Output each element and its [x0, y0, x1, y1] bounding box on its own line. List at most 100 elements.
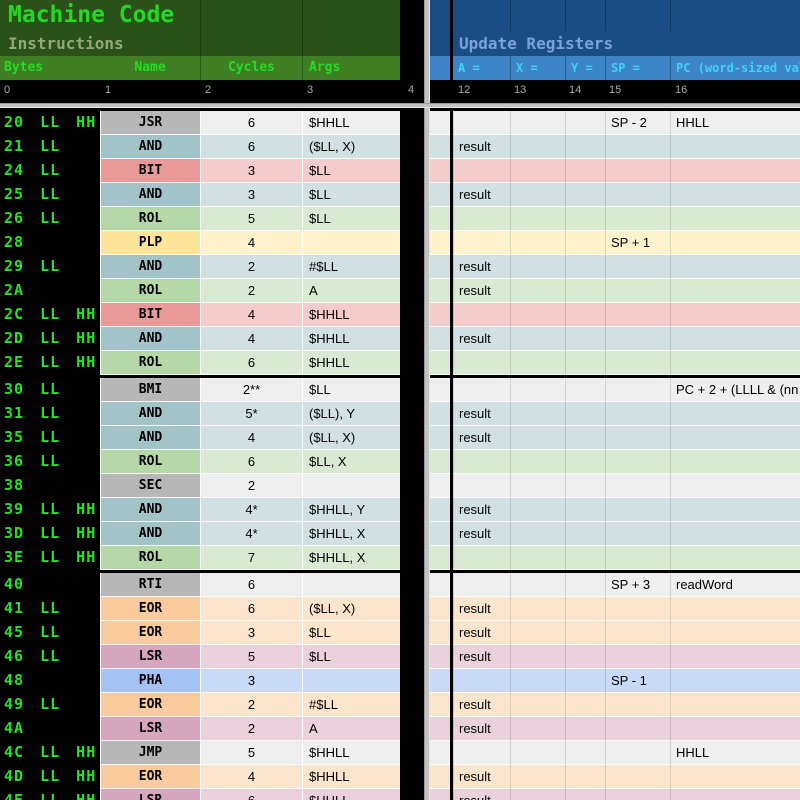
- bytes-cell[interactable]: 3D LL HH: [0, 522, 100, 546]
- y-cell[interactable]: [565, 741, 605, 765]
- name-cell[interactable]: EOR: [100, 621, 200, 645]
- y-cell[interactable]: [565, 597, 605, 621]
- args-cell[interactable]: $LL: [302, 183, 400, 207]
- pc-cell[interactable]: [670, 450, 800, 474]
- y-cell[interactable]: [565, 135, 605, 159]
- cycles-cell[interactable]: 2: [200, 717, 302, 741]
- pc-cell[interactable]: [670, 207, 800, 231]
- cycles-cell[interactable]: 6: [200, 789, 302, 800]
- name-cell[interactable]: BIT: [100, 303, 200, 327]
- y-cell[interactable]: [565, 717, 605, 741]
- name-cell[interactable]: BIT: [100, 159, 200, 183]
- ruler-col-16[interactable]: 16: [675, 84, 688, 96]
- args-cell[interactable]: $LL: [302, 378, 400, 402]
- name-cell[interactable]: AND: [100, 327, 200, 351]
- x-cell[interactable]: [510, 522, 565, 546]
- ruler-col-14[interactable]: 14: [569, 84, 582, 96]
- x-cell[interactable]: [510, 207, 565, 231]
- bytes-cell[interactable]: 21 LL: [0, 135, 100, 159]
- sp-cell[interactable]: [605, 207, 670, 231]
- ruler-col-13[interactable]: 13: [514, 84, 527, 96]
- bytes-cell[interactable]: 4C LL HH: [0, 741, 100, 765]
- ruler-col-1[interactable]: 1: [105, 84, 112, 96]
- a-cell[interactable]: [453, 573, 510, 597]
- name-cell[interactable]: EOR: [100, 693, 200, 717]
- a-cell[interactable]: [453, 741, 510, 765]
- args-cell[interactable]: #$LL: [302, 693, 400, 717]
- x-cell[interactable]: [510, 546, 565, 570]
- ruler-col-3[interactable]: 3: [307, 84, 314, 96]
- cycles-cell[interactable]: 2: [200, 693, 302, 717]
- args-cell[interactable]: ($LL, X): [302, 135, 400, 159]
- y-cell[interactable]: [565, 303, 605, 327]
- args-cell[interactable]: $LL, X: [302, 450, 400, 474]
- sp-cell[interactable]: [605, 765, 670, 789]
- x-cell[interactable]: [510, 597, 565, 621]
- x-cell[interactable]: [510, 717, 565, 741]
- column-header-x[interactable]: X =: [510, 56, 565, 80]
- cycles-cell[interactable]: 5*: [200, 402, 302, 426]
- sp-cell[interactable]: [605, 717, 670, 741]
- pc-cell[interactable]: HHLL: [670, 741, 800, 765]
- bytes-cell[interactable]: 4E LL HH: [0, 789, 100, 800]
- y-cell[interactable]: [565, 279, 605, 303]
- cycles-cell[interactable]: 6: [200, 135, 302, 159]
- a-cell[interactable]: result: [453, 327, 510, 351]
- column-header-sp[interactable]: SP =: [605, 56, 670, 80]
- y-cell[interactable]: [565, 255, 605, 279]
- a-cell[interactable]: [453, 111, 510, 135]
- cycles-cell[interactable]: 4: [200, 303, 302, 327]
- args-cell[interactable]: $HHLL: [302, 111, 400, 135]
- bytes-cell[interactable]: 25 LL: [0, 183, 100, 207]
- cycles-cell[interactable]: 5: [200, 645, 302, 669]
- name-cell[interactable]: ROL: [100, 279, 200, 303]
- name-cell[interactable]: AND: [100, 426, 200, 450]
- cycles-cell[interactable]: 6: [200, 111, 302, 135]
- pc-cell[interactable]: [670, 303, 800, 327]
- args-cell[interactable]: $HHLL, X: [302, 546, 400, 570]
- args-cell[interactable]: $HHLL, X: [302, 522, 400, 546]
- a-cell[interactable]: [453, 303, 510, 327]
- a-cell[interactable]: result: [453, 402, 510, 426]
- args-cell[interactable]: [302, 231, 400, 255]
- bytes-cell[interactable]: 31 LL: [0, 402, 100, 426]
- y-cell[interactable]: [565, 378, 605, 402]
- name-cell[interactable]: AND: [100, 498, 200, 522]
- x-cell[interactable]: [510, 111, 565, 135]
- y-cell[interactable]: [565, 426, 605, 450]
- pc-cell[interactable]: [670, 402, 800, 426]
- y-cell[interactable]: [565, 522, 605, 546]
- cycles-cell[interactable]: 6: [200, 573, 302, 597]
- args-cell[interactable]: $LL: [302, 621, 400, 645]
- x-cell[interactable]: [510, 474, 565, 498]
- cycles-cell[interactable]: 3: [200, 621, 302, 645]
- args-cell[interactable]: [302, 474, 400, 498]
- column-header-cycles[interactable]: Cycles: [200, 56, 302, 80]
- column-header-name[interactable]: Name: [100, 56, 200, 80]
- name-cell[interactable]: JSR: [100, 111, 200, 135]
- y-cell[interactable]: [565, 645, 605, 669]
- a-cell[interactable]: result: [453, 789, 510, 800]
- x-cell[interactable]: [510, 645, 565, 669]
- args-cell[interactable]: $LL: [302, 207, 400, 231]
- sp-cell[interactable]: [605, 741, 670, 765]
- a-cell[interactable]: [453, 351, 510, 375]
- a-cell[interactable]: result: [453, 693, 510, 717]
- cycles-cell[interactable]: 4*: [200, 522, 302, 546]
- pc-cell[interactable]: [670, 789, 800, 800]
- x-cell[interactable]: [510, 621, 565, 645]
- sp-cell[interactable]: [605, 546, 670, 570]
- name-cell[interactable]: AND: [100, 255, 200, 279]
- y-cell[interactable]: [565, 351, 605, 375]
- column-header-args[interactable]: Args: [302, 56, 400, 80]
- a-cell[interactable]: [453, 378, 510, 402]
- x-cell[interactable]: [510, 279, 565, 303]
- pc-cell[interactable]: [670, 255, 800, 279]
- sp-cell[interactable]: [605, 789, 670, 800]
- x-cell[interactable]: [510, 741, 565, 765]
- y-cell[interactable]: [565, 498, 605, 522]
- bytes-cell[interactable]: 20 LL HH: [0, 111, 100, 135]
- a-cell[interactable]: result: [453, 765, 510, 789]
- x-cell[interactable]: [510, 183, 565, 207]
- pc-cell[interactable]: [670, 426, 800, 450]
